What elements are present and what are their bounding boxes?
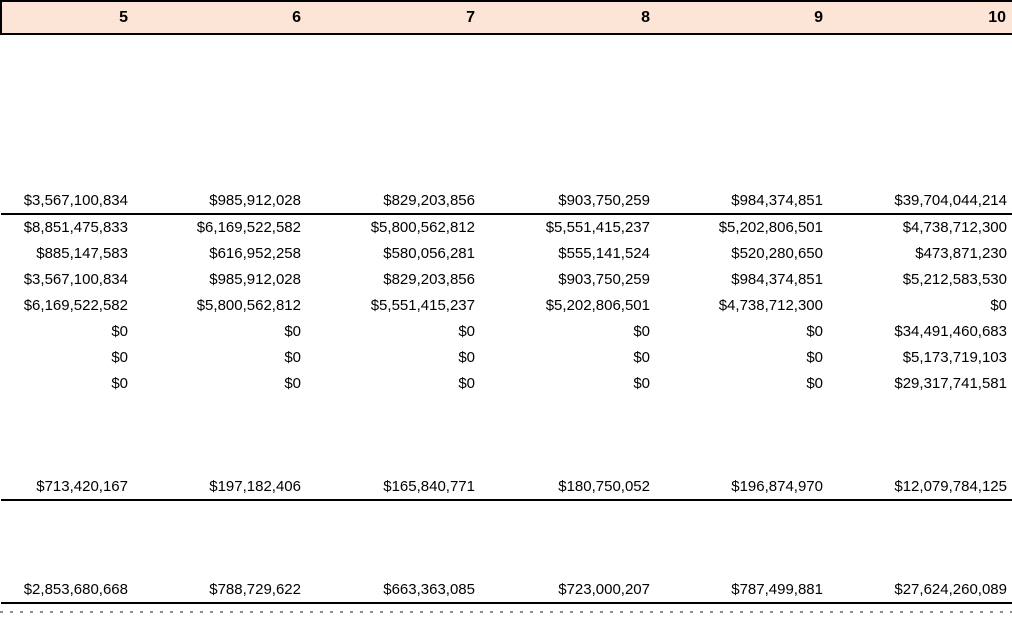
cell-r2-c5[interactable]: $8,851,475,833	[23, 219, 128, 236]
cell-r2-c7[interactable]: $5,800,562,812	[370, 219, 475, 236]
cell-r8-c5[interactable]: $0	[111, 374, 128, 392]
cell-r1-c7[interactable]: $829,203,856	[307, 188, 481, 215]
table-row: $3,567,100,834 $985,912,028 $829,203,856…	[1, 266, 1012, 292]
col-header-10[interactable]: 10	[829, 0, 1012, 35]
cell-r5-c8[interactable]: $5,202,806,501	[545, 296, 650, 314]
cell-r3-c8[interactable]: $555,141,524	[558, 244, 650, 262]
cell-r6-c10[interactable]: $34,491,460,683	[894, 322, 1007, 340]
table-row: $885,147,583 $616,952,258 $580,056,281 $…	[1, 240, 1012, 266]
empty-row	[1, 34, 1012, 188]
cell-r2-c8[interactable]: $5,551,415,237	[545, 219, 650, 236]
empty-cells	[1, 396, 1012, 474]
cell-r6-c8[interactable]: $0	[633, 322, 650, 340]
cell-r3-c9[interactable]: $520,280,650	[731, 244, 823, 262]
table-row: $0 $0 $0 $0 $0 $29,317,741,581	[1, 370, 1012, 396]
cell-r1-c9[interactable]: $984,374,851	[656, 188, 829, 215]
cell-r10-c9[interactable]: $787,499,881	[656, 577, 829, 604]
year-header-row: 5 6 7 8 9 10	[0, 0, 1012, 35]
col-header-5[interactable]: 5	[0, 0, 134, 35]
cell-r2-c6[interactable]: $6,169,522,582	[196, 219, 301, 236]
cell-r1-c8[interactable]: $903,750,259	[481, 188, 656, 215]
cell-r7-c6[interactable]: $0	[284, 348, 301, 366]
empty-row	[1, 396, 1012, 474]
cell-r6-c9[interactable]: $0	[806, 322, 823, 340]
cell-r5-c10[interactable]: $0	[990, 296, 1007, 314]
cell-r1-c6[interactable]: $985,912,028	[134, 188, 307, 215]
cell-r4-c5[interactable]: $3,567,100,834	[23, 270, 128, 288]
cell-r9-c10[interactable]: $12,079,784,125	[829, 474, 1012, 501]
cell-r5-c5[interactable]: $6,169,522,582	[23, 296, 128, 314]
cell-r9-c5[interactable]: $713,420,167	[1, 474, 134, 501]
table-row: $2,853,680,668 $788,729,622 $663,363,085…	[1, 577, 1012, 604]
cell-r2-c10[interactable]: $4,738,712,300	[902, 219, 1007, 236]
cell-r6-c6[interactable]: $0	[284, 322, 301, 340]
table-row: $713,420,167 $197,182,406 $165,840,771 $…	[1, 474, 1012, 501]
cell-r4-c10[interactable]: $5,212,583,530	[902, 270, 1007, 288]
cell-r3-c6[interactable]: $616,952,258	[209, 244, 301, 262]
cell-r7-c10[interactable]: $5,173,719,103	[902, 348, 1007, 366]
col-header-7[interactable]: 7	[307, 0, 481, 35]
cell-r4-c7[interactable]: $829,203,856	[383, 270, 475, 288]
cell-r5-c6[interactable]: $5,800,562,812	[196, 296, 301, 314]
cell-r10-c8[interactable]: $723,000,207	[481, 577, 656, 604]
empty-row	[1, 500, 1012, 577]
table-row: $6,169,522,582 $5,800,562,812 $5,551,415…	[1, 292, 1012, 318]
cell-r8-c8[interactable]: $0	[633, 374, 650, 392]
empty-cells	[1, 500, 1012, 577]
col-header-6[interactable]: 6	[134, 0, 307, 35]
cell-r7-c8[interactable]: $0	[633, 348, 650, 366]
cell-r3-c7[interactable]: $580,056,281	[383, 244, 475, 262]
cell-r9-c8[interactable]: $180,750,052	[481, 474, 656, 501]
cell-r1-c10[interactable]: $39,704,044,214	[829, 188, 1012, 215]
cell-r10-c7[interactable]: $663,363,085	[307, 577, 481, 604]
cell-r8-c9[interactable]: $0	[806, 374, 823, 392]
cell-r4-c6[interactable]: $985,912,028	[209, 270, 301, 288]
cell-r7-c7[interactable]: $0	[458, 348, 475, 366]
cell-r4-c8[interactable]: $903,750,259	[558, 270, 650, 288]
col-header-8[interactable]: 8	[481, 0, 656, 35]
cell-r1-c5[interactable]: $3,567,100,834	[1, 188, 134, 215]
cell-r7-c5[interactable]: $0	[111, 348, 128, 366]
cell-r8-c6[interactable]: $0	[284, 374, 301, 392]
cell-r7-c9[interactable]: $0	[806, 348, 823, 366]
cell-r9-c9[interactable]: $196,874,970	[656, 474, 829, 501]
cell-r10-c10[interactable]: $27,624,260,089	[829, 577, 1012, 604]
cell-r8-c7[interactable]: $0	[458, 374, 475, 392]
cell-r2-c9[interactable]: $5,202,806,501	[718, 219, 823, 236]
cell-r5-c9[interactable]: $4,738,712,300	[718, 296, 823, 314]
page-break-indicator	[0, 611, 1012, 613]
table-row: $3,567,100,834 $985,912,028 $829,203,856…	[1, 188, 1012, 215]
cell-r10-c5[interactable]: $2,853,680,668	[1, 577, 134, 604]
empty-cells	[1, 34, 1012, 188]
table-row: $0 $0 $0 $0 $0 $5,173,719,103	[1, 344, 1012, 370]
cell-r8-c10[interactable]: $29,317,741,581	[894, 374, 1007, 392]
table-row: $8,851,475,833 $6,169,522,582 $5,800,562…	[1, 214, 1012, 240]
cell-r9-c7[interactable]: $165,840,771	[307, 474, 481, 501]
cell-r9-c6[interactable]: $197,182,406	[134, 474, 307, 501]
cell-r3-c10[interactable]: $473,871,230	[915, 244, 1007, 262]
spreadsheet-grid: 5 6 7 8 9 10 $3,567,100,834 $985,912,028…	[0, 0, 1012, 604]
table-row: $0 $0 $0 $0 $0 $34,491,460,683	[1, 318, 1012, 344]
cell-r5-c7[interactable]: $5,551,415,237	[370, 296, 475, 314]
cell-r3-c5[interactable]: $885,147,583	[36, 244, 128, 262]
col-header-9[interactable]: 9	[656, 0, 829, 35]
cell-r6-c5[interactable]: $0	[111, 322, 128, 340]
cell-r6-c7[interactable]: $0	[458, 322, 475, 340]
cell-r4-c9[interactable]: $984,374,851	[731, 270, 823, 288]
cell-r10-c6[interactable]: $788,729,622	[134, 577, 307, 604]
